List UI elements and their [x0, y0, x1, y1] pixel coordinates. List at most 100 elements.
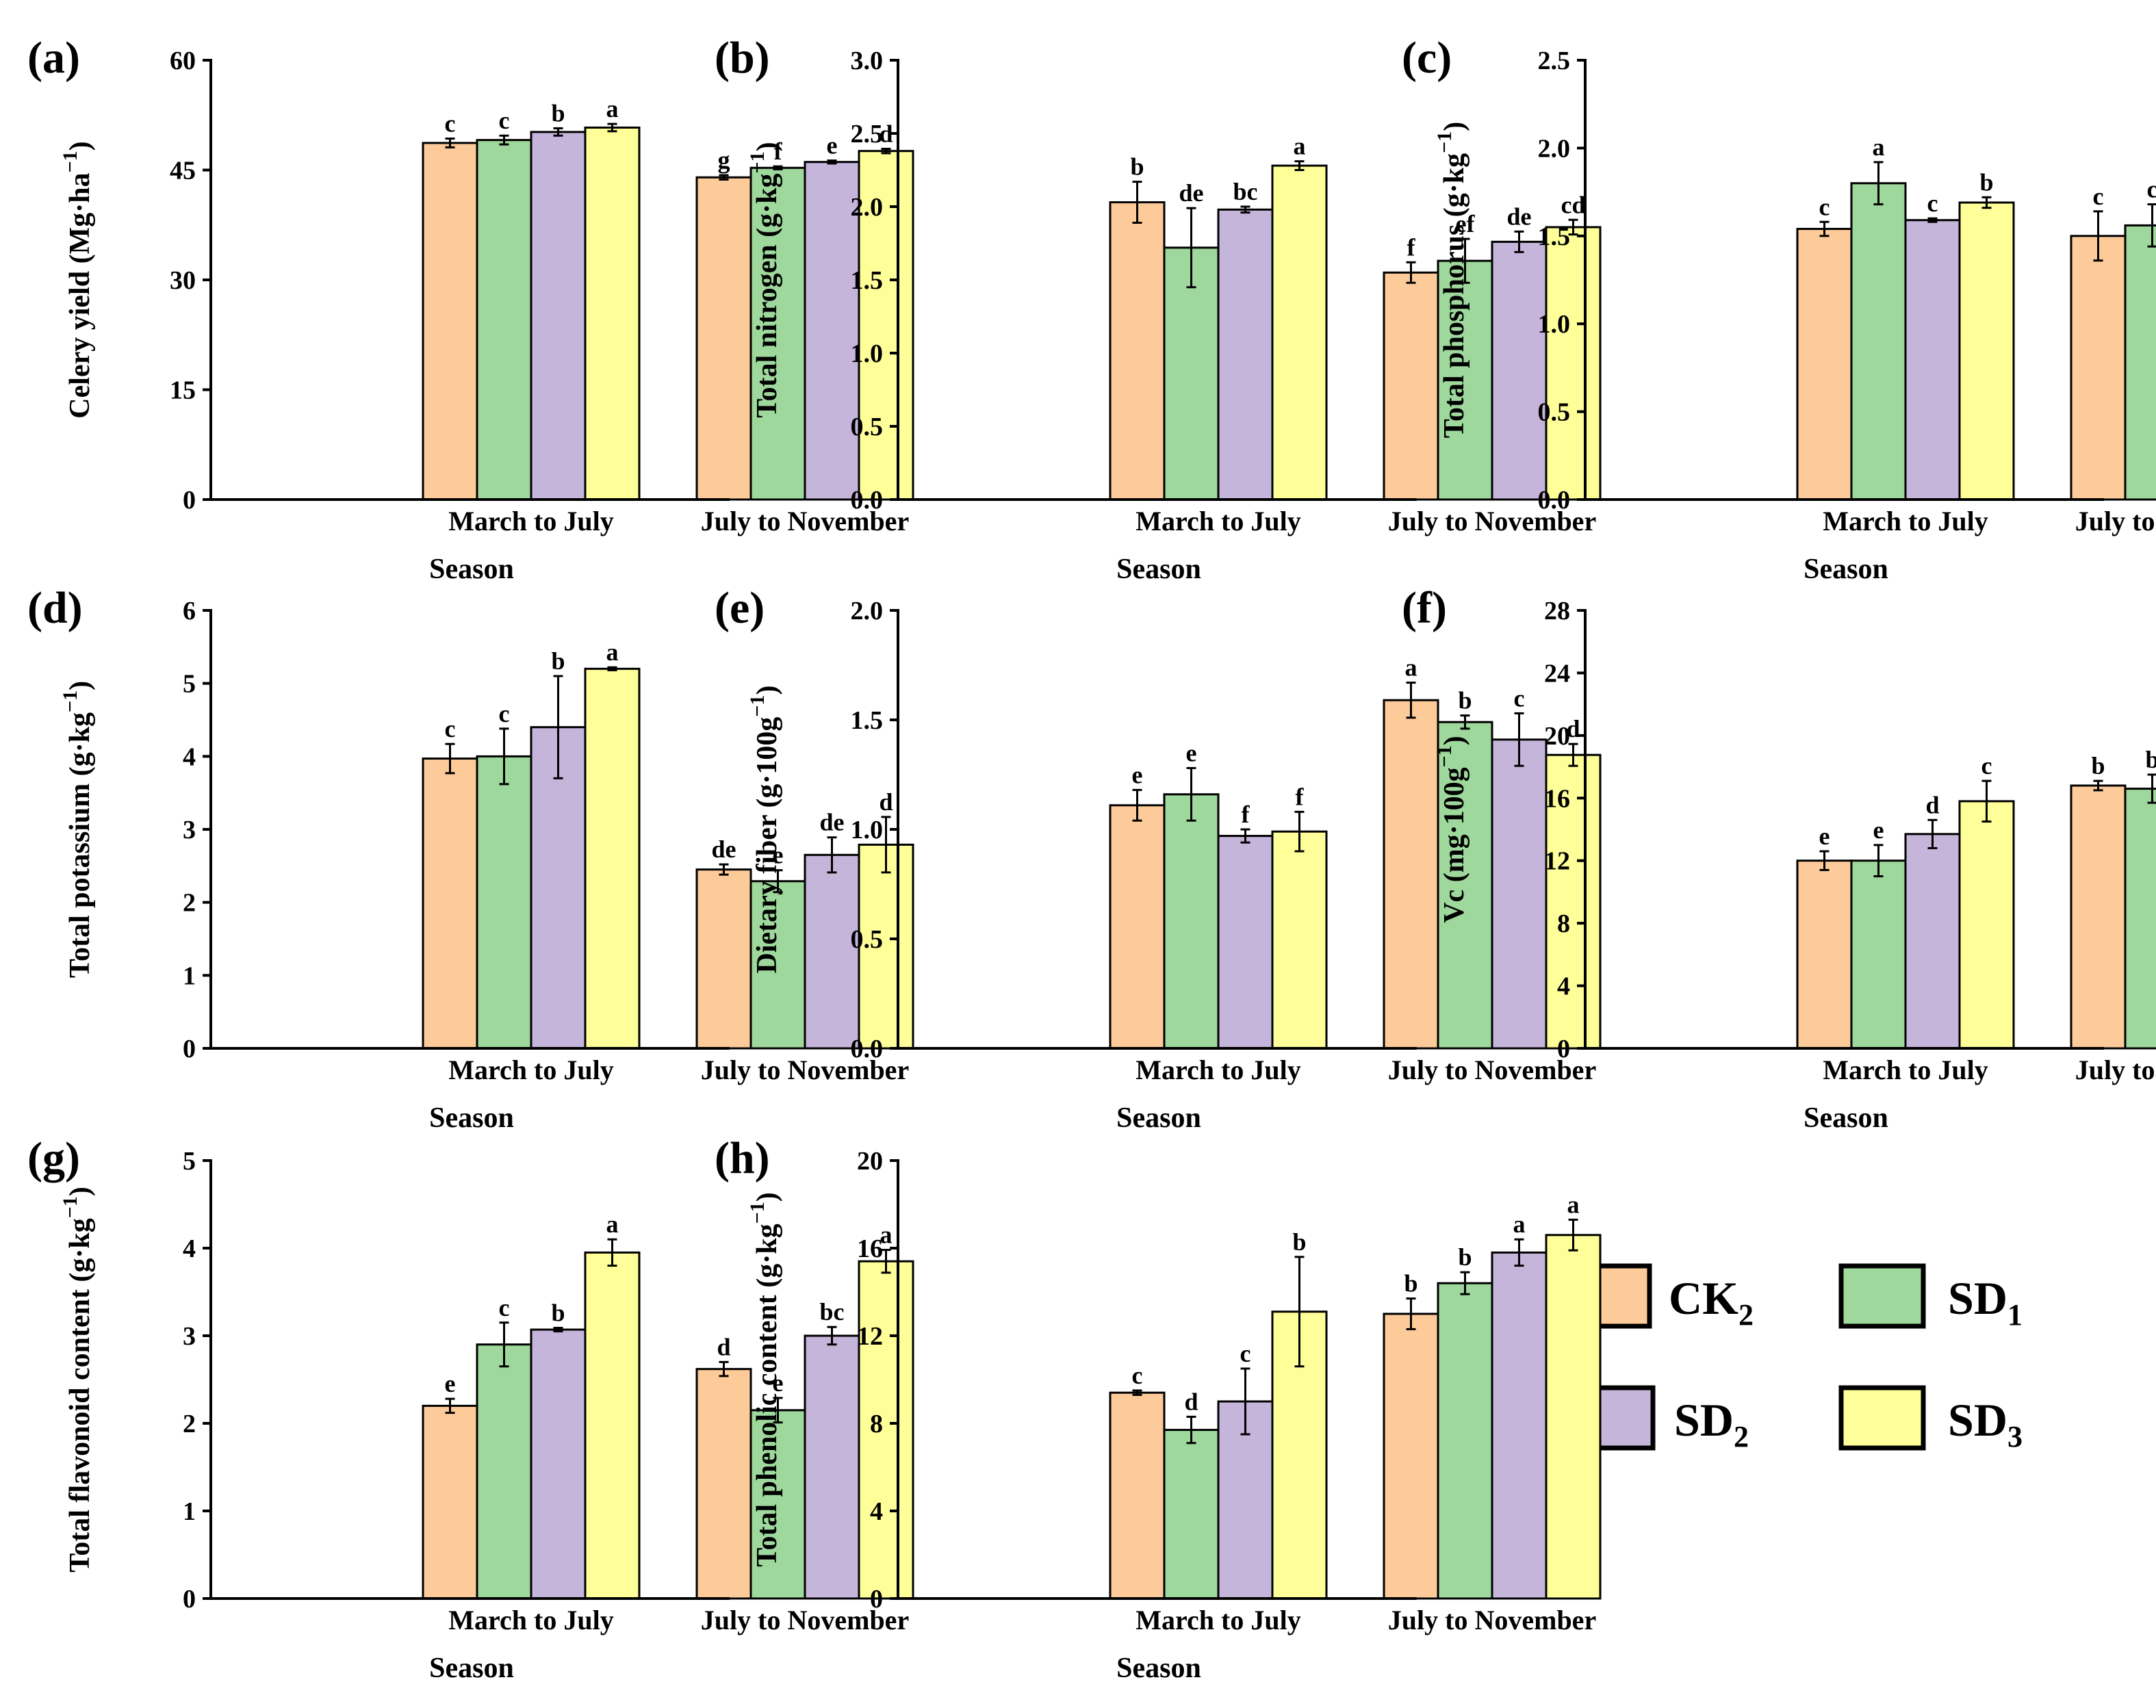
y-tick-label-g-2: 2 [183, 1410, 196, 1438]
y-tick-label-a-0: 0 [183, 486, 196, 515]
bar-sd2-jul-nov-g [804, 1334, 860, 1600]
x-category-label-mar-jul-a: March to July [448, 506, 613, 536]
y-axis-title-sup-h: −1 [746, 1202, 769, 1224]
x-category-label-jul-nov-a: July to November [701, 506, 909, 536]
sig-letter-sd3-jul-nov-g: a [880, 1221, 893, 1249]
y-axis-title-main-d: Total potassium (g·kg [64, 712, 96, 978]
sig-letter-sd3-mar-jul-e: f [1296, 783, 1305, 810]
bar-sd1-jul-nov-h [1437, 1282, 1493, 1600]
sig-letter-sd1-mar-jul-e: e [1186, 739, 1197, 766]
x-axis-title-b: Season [1116, 554, 1201, 585]
chart-panel-e: (e) e a e b f c f d 0.0 0.5 1.0 1.5 2.0 March to July J… [715, 583, 1602, 1134]
svg-text:SD3: SD3 [1948, 1394, 2023, 1453]
bar-ck2-mar-jul-c [1796, 228, 1853, 501]
sig-letter-sd3-jul-nov-b: cd [1561, 191, 1586, 218]
x-category-label-mar-jul-h: March to July [1135, 1605, 1300, 1635]
bar-sd3-jul-nov-a [858, 150, 914, 501]
sig-letter-sd1-jul-nov-g: e [773, 1369, 784, 1397]
sig-letter-sd2-jul-nov-e: c [1514, 684, 1525, 712]
y-axis-title-main-h: Total phenolic content (g·kg [752, 1224, 783, 1566]
y-axis-title-e: Dietary fiber (g·100g−1) [746, 686, 783, 974]
sig-letter-ck2-mar-jul-g: e [445, 1370, 456, 1397]
y-tick-label-f-7: 28 [1544, 597, 1570, 625]
y-tick-label-e-1: 0.5 [851, 925, 884, 954]
y-tick-label-g-5: 5 [183, 1147, 196, 1176]
y-tick-label-d-3: 3 [183, 816, 196, 844]
sig-letter-sd3-jul-nov-a: d [879, 120, 893, 147]
bar-sd3-jul-nov-g [858, 1260, 914, 1600]
y-tick-label-b-2: 1.0 [851, 339, 884, 368]
y-tick-label-c-5: 2.5 [1538, 47, 1571, 75]
x-category-label-jul-nov-b: July to November [1388, 506, 1596, 536]
sig-letter-sd2-mar-jul-f: d [1925, 791, 1939, 818]
y-axis-title-sup-d: −1 [59, 690, 81, 712]
y-tick-label-h-2: 8 [870, 1410, 883, 1438]
legend: CK2 SD1 SD2 SD3 [1565, 1263, 2023, 1453]
bar-sd2-jul-nov-h [1491, 1251, 1548, 1600]
y-tick-label-e-3: 1.5 [851, 706, 884, 735]
sig-letter-sd1-jul-nov-c: c [2147, 176, 2156, 203]
sig-letter-sd3-jul-nov-d: d [879, 788, 893, 816]
bar-sd1-mar-jul-g [476, 1343, 532, 1600]
sig-letter-ck2-mar-jul-c: c [1819, 193, 1830, 220]
y-tick-label-d-6: 6 [183, 597, 196, 625]
panel-label-c: (c) [1402, 33, 1452, 83]
sig-letter-ck2-mar-jul-a: c [445, 109, 456, 137]
x-axis-title-f: Season [1804, 1102, 1888, 1134]
sig-letter-ck2-mar-jul-e: e [1132, 761, 1143, 788]
bar-sd3-mar-jul-g [584, 1251, 641, 1600]
y-axis-title-end-a: ) [64, 141, 96, 151]
chart-panel-f: (f)ebebdaca0481216202428March to JulyJul… [1402, 583, 2156, 1134]
bar-sd2-mar-jul-c [1904, 219, 1961, 501]
y-tick-label-b-6: 3.0 [851, 47, 884, 75]
bar-sd1-jul-nov-g [749, 1409, 806, 1600]
x-category-label-mar-jul-e: March to July [1135, 1054, 1300, 1085]
sig-letter-sd3-mar-jul-c: b [1979, 168, 1993, 196]
x-axis-title-g: Season [429, 1653, 514, 1684]
y-tick-label-h-4: 16 [857, 1234, 883, 1263]
bar-ck2-jul-nov-b [1383, 271, 1439, 501]
sig-letter-sd2-mar-jul-g: b [551, 1299, 565, 1326]
legend-item-sd1: SD1 [1838, 1263, 2023, 1332]
bar-sd2-mar-jul-g [530, 1328, 587, 1600]
legend-sub-ck2: 2 [1738, 1298, 1754, 1332]
sig-letter-sd1-jul-nov-f: b [2145, 746, 2156, 773]
legend-sub-sd3: 3 [2007, 1420, 2023, 1453]
sig-letter-ck2-jul-nov-a: g [718, 146, 730, 174]
y-tick-label-a-4: 60 [170, 47, 196, 75]
sig-letter-sd2-mar-jul-c: c [1927, 190, 1938, 217]
y-tick-label-c-3: 1.5 [1538, 222, 1571, 251]
y-tick-label-c-1: 0.5 [1538, 398, 1571, 427]
y-tick-label-g-3: 3 [183, 1322, 196, 1351]
bar-sd1-mar-jul-e [1163, 793, 1220, 1050]
legend-sub-sd1: 1 [2007, 1298, 2023, 1332]
bar-sd1-mar-jul-b [1163, 246, 1220, 501]
x-category-label-jul-nov-f: July to November [2075, 1054, 2156, 1085]
y-tick-label-b-4: 2.0 [851, 193, 884, 222]
bar-sd1-mar-jul-c [1850, 182, 1907, 501]
sig-letter-sd1-jul-nov-d: e [773, 842, 784, 869]
y-tick-label-a-2: 30 [170, 266, 196, 295]
sig-letter-sd3-mar-jul-b: a [1294, 133, 1306, 160]
sig-letter-sd1-jul-nov-b: ef [1456, 210, 1476, 237]
panel-label-e: (e) [715, 583, 765, 633]
bar-sd2-mar-jul-a [530, 131, 587, 501]
legend-label-sd1: SD [1948, 1272, 2007, 1324]
y-axis-title-sup-e: −1 [746, 695, 769, 717]
legend-label-ck2: CK [1669, 1272, 1738, 1324]
sig-letter-sd3-mar-jul-d: a [606, 638, 619, 666]
sig-letter-sd2-mar-jul-e: f [1242, 801, 1250, 828]
sig-letter-sd1-mar-jul-c: a [1873, 133, 1885, 161]
x-category-label-jul-nov-h: July to November [1388, 1605, 1596, 1635]
sig-letter-sd3-mar-jul-a: a [606, 95, 619, 122]
svg-text:SD1: SD1 [1948, 1272, 2023, 1332]
sig-letter-sd3-jul-nov-e: d [1566, 715, 1580, 742]
sig-letter-ck2-jul-nov-b: f [1407, 233, 1416, 261]
bar-sd3-mar-jul-f [1958, 800, 2015, 1050]
x-axis-title-c: Season [1804, 554, 1888, 585]
y-tick-label-f-5: 20 [1544, 722, 1570, 751]
bar-ck2-jul-nov-d [695, 868, 752, 1050]
